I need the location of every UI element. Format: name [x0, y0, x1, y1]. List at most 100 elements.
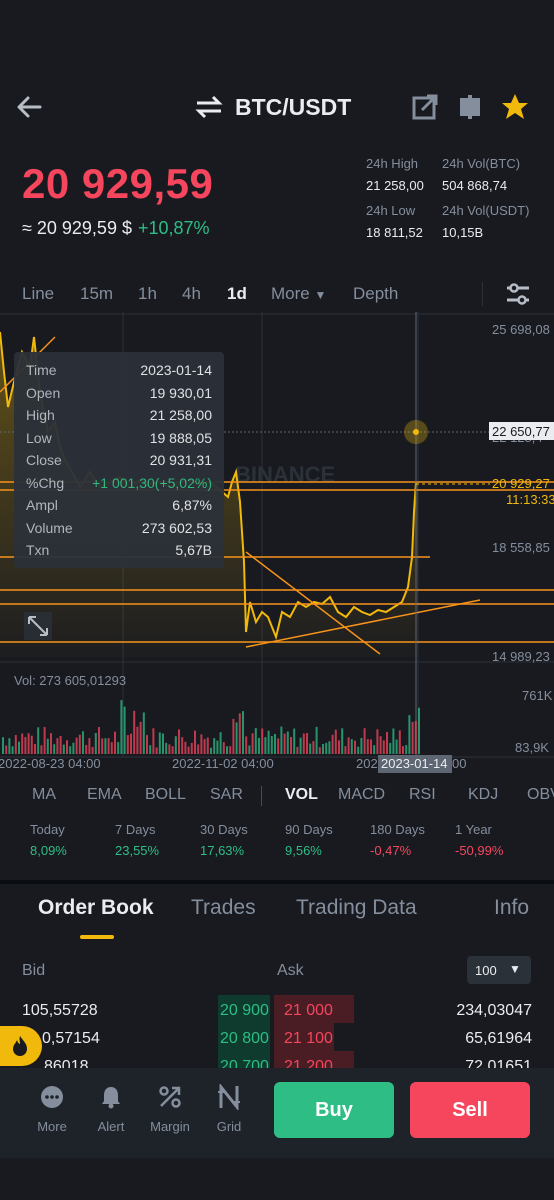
ind-boll[interactable]: BOLL — [145, 786, 186, 803]
bid-depth-bar — [218, 1023, 270, 1051]
volume-label: Vol: 273 605,01293 — [14, 673, 126, 688]
x-highlight-suffix: 00 — [452, 756, 466, 771]
volume-bar — [296, 746, 299, 754]
bid-depth-bar — [218, 1051, 270, 1070]
vol-axis-top: 761K — [522, 688, 553, 703]
tooltip-value: 273 602,53 — [141, 519, 212, 536]
volume-bar — [398, 730, 401, 754]
tooltip-row: Close 20 931,31 — [26, 452, 212, 474]
ask-price: 21 000 — [284, 1002, 333, 1019]
volume-bar — [104, 738, 107, 754]
high-label: 24h High — [366, 156, 419, 171]
perf-30d: 30 Days 17,63% — [200, 822, 248, 858]
volume-bar — [389, 742, 392, 754]
volume-bar — [350, 739, 353, 754]
volume-bar — [302, 733, 305, 754]
volume-bar — [178, 729, 180, 754]
order-book-row[interactable]: 105,55728 20 900 21 000 234,03047 — [0, 995, 554, 1023]
tf-line[interactable]: Line — [22, 284, 55, 303]
nav-label: More — [37, 1119, 67, 1134]
ask-depth-bar — [274, 995, 354, 1023]
tooltip-label: Ampl — [26, 497, 58, 513]
depth-select[interactable]: 100 ▼ — [467, 956, 531, 984]
tf-1d[interactable]: 1d — [227, 284, 247, 303]
ind-ema[interactable]: EMA — [87, 786, 122, 803]
crosshair-price-tag — [489, 422, 554, 440]
ind-kdj[interactable]: KDJ — [468, 786, 499, 803]
volume-bar — [110, 742, 113, 754]
crosshair-price: 22 650,77 — [492, 424, 550, 439]
nav-more[interactable]: More — [27, 1084, 77, 1134]
x-highlight-tag — [378, 755, 452, 773]
bid-label: Bid — [22, 962, 46, 979]
nav-grid[interactable]: Grid — [204, 1082, 254, 1134]
ind-ma[interactable]: MA — [32, 786, 56, 803]
buy-button[interactable]: Buy — [274, 1082, 394, 1138]
nav-alert[interactable]: Alert — [86, 1084, 136, 1134]
volume-bar — [338, 740, 340, 754]
bid-price: 20 700 — [220, 1058, 269, 1070]
tf-depth[interactable]: Depth — [353, 284, 399, 303]
tab-order-book[interactable]: Order Book — [38, 896, 154, 919]
expand-icon[interactable] — [24, 612, 52, 640]
volume-bar — [370, 739, 372, 754]
low-label: 24h Low — [366, 203, 416, 218]
volume-bar — [43, 727, 46, 754]
tf-more[interactable]: More ▼ — [271, 284, 326, 304]
tab-info[interactable]: Info — [494, 896, 530, 919]
tooltip-label: Low — [26, 429, 52, 446]
ind-rsi[interactable]: RSI — [409, 786, 436, 803]
ask-label: Ask — [277, 962, 304, 979]
volume-bar — [14, 735, 17, 754]
tab-active-indicator — [80, 935, 114, 939]
perf-value: 23,55% — [115, 843, 160, 858]
ask-price: 21 100 — [284, 1030, 333, 1047]
system-nav-bar — [0, 1158, 554, 1200]
volume-bar — [373, 745, 376, 754]
layout-toggle-icon[interactable] — [455, 92, 485, 122]
chart-settings-icon[interactable] — [505, 282, 531, 306]
ind-sar[interactable]: SAR — [210, 786, 243, 803]
pair-selector[interactable]: BTC/USDT — [195, 90, 351, 124]
volume-bar — [309, 743, 312, 754]
tf-1h[interactable]: 1h — [138, 284, 157, 303]
countdown: 11:13:33 — [506, 492, 554, 507]
nav-margin[interactable]: Margin — [145, 1084, 195, 1134]
volume-bar — [50, 733, 52, 754]
perf-label: 180 Days — [370, 822, 425, 837]
tab-trades[interactable]: Trades — [191, 896, 256, 919]
ind-macd[interactable]: MACD — [338, 786, 386, 803]
floating-fire-button[interactable] — [0, 1026, 42, 1066]
volume-bar — [8, 738, 11, 754]
sell-button[interactable]: Sell — [410, 1082, 530, 1138]
ind-obv[interactable]: OBV — [527, 786, 554, 803]
volume-bar — [75, 737, 78, 754]
perf-90d: 90 Days 9,56% — [285, 822, 333, 858]
order-book-row[interactable]: 86018 20 700 21 200 72,01651 — [0, 1051, 554, 1070]
nav-label: Margin — [150, 1119, 190, 1134]
volume-bar — [229, 746, 232, 754]
tf-15m[interactable]: 15m — [80, 284, 114, 303]
volume-bar — [37, 727, 40, 754]
back-arrow-icon[interactable] — [12, 90, 46, 124]
order-book-row[interactable]: 0,57154 20 800 21 100 65,61964 — [0, 1023, 554, 1051]
volume-bar — [152, 728, 155, 754]
volume-bar — [88, 738, 91, 754]
volume-bar — [174, 736, 177, 754]
volume-bar — [408, 715, 411, 754]
volume-bar — [325, 742, 328, 754]
volume-bar — [171, 746, 174, 754]
indicator-bar: MA EMA BOLL SAR VOL MACD RSI KDJ OBV — [0, 782, 554, 812]
bid-price: 20 900 — [220, 1002, 269, 1019]
share-icon[interactable] — [410, 92, 440, 122]
volume-bar — [142, 712, 145, 754]
vol-btc-value: 504 868,74 — [442, 178, 508, 193]
ind-vol[interactable]: VOL — [285, 786, 318, 803]
perf-value: -0,47% — [370, 843, 412, 858]
tf-4h[interactable]: 4h — [182, 284, 201, 303]
tab-trading-data[interactable]: Trading Data — [296, 896, 417, 919]
perf-value: 9,56% — [285, 843, 322, 858]
volume-bar — [2, 737, 4, 754]
volume-bar — [59, 736, 62, 754]
favorite-star-icon[interactable] — [500, 92, 530, 122]
